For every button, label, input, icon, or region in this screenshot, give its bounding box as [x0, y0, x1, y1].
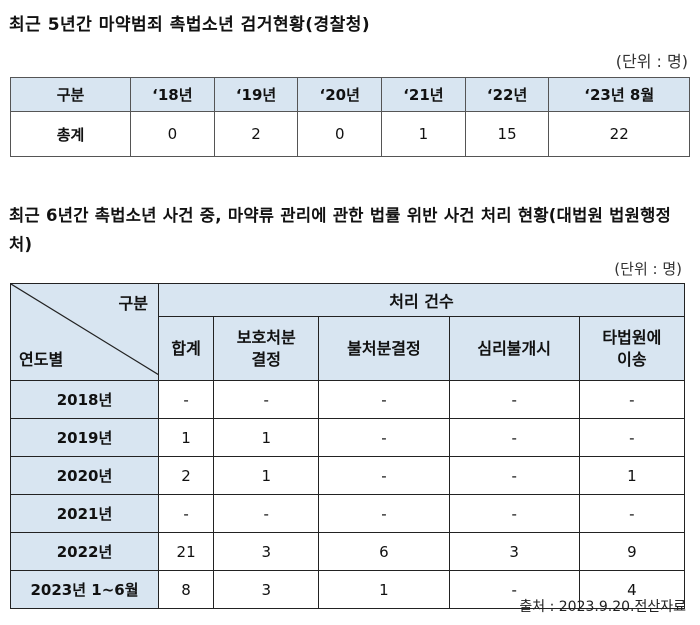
table-cell: 0: [130, 111, 215, 157]
table-cell: 1: [578, 456, 686, 495]
table-cell: 3: [448, 532, 580, 571]
table-cell: 15: [464, 111, 550, 157]
header-cell: ‘23년 8월: [548, 77, 690, 112]
header-cell: ‘21년: [381, 77, 466, 112]
arrest-table-header-row: 구분 ‘18년 ‘19년 ‘20년 ‘21년 ‘22년 ‘23년 8월: [10, 77, 690, 112]
table-cell: 2: [157, 456, 215, 495]
table-row: 2022년 21 3 6 3 9: [10, 532, 686, 571]
year-label: 2019년: [10, 418, 159, 457]
table-cell: 1: [213, 456, 320, 495]
table-cell: 1: [381, 111, 466, 157]
year-label: 2020년: [10, 456, 159, 495]
table-row: 2020년 2 1- -1: [10, 456, 686, 495]
table-row: 2018년 - - - - -: [10, 380, 686, 419]
column-header: 심리불개시: [448, 316, 580, 381]
table-row: 2021년 - - - - -: [10, 494, 686, 533]
table-cell: 8: [157, 570, 215, 609]
table-cell: -: [578, 380, 686, 419]
header-cell: ‘19년: [213, 77, 299, 112]
table-cell: 22: [548, 111, 690, 157]
section2-unit: (단위 : 명): [614, 260, 682, 278]
column-header: 불처분결정: [318, 316, 450, 381]
table-cell: -: [213, 380, 320, 419]
section1-unit: (단위 : 명): [615, 52, 688, 71]
row-label: 총계: [10, 111, 131, 157]
table-cell: 3: [213, 532, 320, 571]
arrest-table: 구분 ‘18년 ‘19년 ‘20년 ‘21년 ‘22년 ‘23년 8월 총계 0…: [10, 77, 690, 157]
table-cell: -: [157, 494, 215, 533]
table-cell: -: [318, 456, 450, 495]
table-cell: -: [448, 418, 580, 457]
group-header: 처리 건수: [158, 283, 685, 317]
case-table: 구분 연도별 처리 건수 합계 보호처분 결정 불처분결정 심리불개시 타법원에…: [10, 283, 686, 609]
table-cell: 1: [157, 418, 215, 457]
corner-top-label: 구분: [118, 294, 148, 313]
table-cell: -: [578, 494, 686, 533]
table-cell: -: [157, 380, 215, 419]
table-cell: 0: [297, 111, 383, 157]
year-label: 2023년 1~6월: [10, 570, 159, 609]
table-row: 2019년 1 1- - -: [10, 418, 686, 457]
table-cell: 4: [578, 570, 686, 609]
table-cell: 3: [213, 570, 320, 609]
diagonal-line: [11, 284, 159, 375]
year-label: 2022년: [10, 532, 159, 571]
table-cell: -: [448, 456, 580, 495]
table-row: 총계 0 2 0 1 15 22: [10, 111, 690, 157]
header-cell: ‘20년: [297, 77, 383, 112]
table-cell: 2: [213, 111, 299, 157]
year-label: 2021년: [10, 494, 159, 533]
column-header: 타법원에 이송: [578, 316, 686, 381]
table-cell: 1: [213, 418, 320, 457]
section2-title: 최근 6년간 촉법소년 사건 중, 마약류 관리에 관한 법률 위반 사건 처리…: [9, 206, 672, 254]
column-header: 보호처분 결정: [213, 316, 320, 381]
header-cell: ‘18년: [130, 77, 215, 112]
table-row: 2023년 1~6월 8 3 1-4: [10, 570, 686, 609]
table-cell: -: [213, 494, 320, 533]
table-cell: 6: [318, 532, 450, 571]
table-cell: 21: [157, 532, 215, 571]
table-cell: -: [318, 418, 450, 457]
column-header: 합계: [157, 316, 215, 381]
header-cell: 구분: [10, 77, 131, 112]
table-cell: -: [448, 380, 580, 419]
table-cell: 1: [318, 570, 450, 609]
table-cell: -: [448, 494, 580, 533]
corner-bottom-label: 연도별: [19, 350, 64, 369]
source-note: 출처 : 2023.9.20.전산자료: [519, 599, 686, 615]
year-label: 2018년: [10, 380, 159, 419]
table-cell: -: [578, 418, 686, 457]
header-cell: ‘22년: [464, 77, 550, 112]
corner-cell: 구분 연도별: [10, 283, 159, 381]
table-cell: 9: [578, 532, 686, 571]
table-cell: -: [318, 380, 450, 419]
table-cell: -: [318, 494, 450, 533]
section1-title: 최근 5년간 마약범죄 촉법소년 검거현황(경찰청): [9, 15, 371, 35]
